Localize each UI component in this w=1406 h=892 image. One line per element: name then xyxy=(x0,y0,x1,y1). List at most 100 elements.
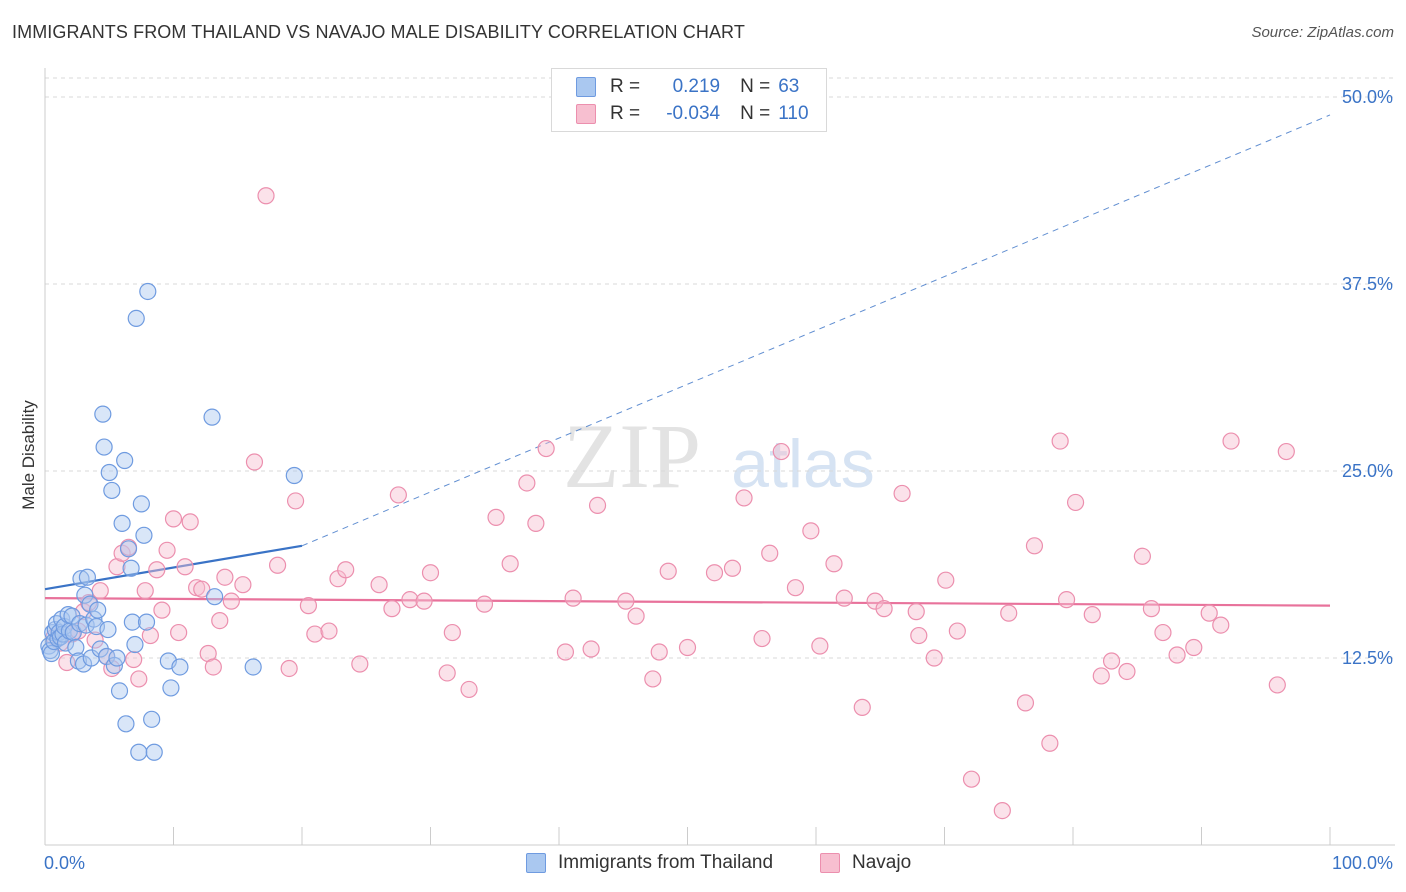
point-thailand xyxy=(126,635,144,654)
point-navajo xyxy=(772,442,790,461)
point-navajo xyxy=(617,592,635,610)
point-navajo xyxy=(501,555,519,573)
point-navajo xyxy=(1041,734,1059,752)
point-navajo xyxy=(216,568,234,586)
point-thailand xyxy=(244,658,262,676)
point-navajo xyxy=(211,611,229,630)
point-thailand xyxy=(89,601,107,619)
point-navajo xyxy=(659,562,677,580)
point-navajo xyxy=(1268,676,1286,694)
point-navajo xyxy=(811,637,829,655)
point-navajo xyxy=(438,664,456,682)
point-navajo xyxy=(475,595,494,613)
point-navajo xyxy=(337,561,355,579)
trendline-navajo xyxy=(44,597,1331,607)
point-thailand xyxy=(100,463,118,482)
point-thailand xyxy=(94,405,112,423)
point-navajo xyxy=(204,658,222,676)
point-navajo xyxy=(582,640,600,658)
point-navajo xyxy=(556,643,575,661)
point-navajo xyxy=(993,801,1011,820)
point-navajo xyxy=(1000,604,1018,622)
point-thailand xyxy=(122,559,140,577)
point-navajo xyxy=(527,514,545,532)
point-navajo xyxy=(86,631,104,649)
point-thailand xyxy=(285,466,303,485)
series-legend-thailand[interactable]: Immigrants from Thailand xyxy=(526,852,773,874)
point-navajo xyxy=(644,670,662,688)
point-navajo xyxy=(678,638,697,657)
point-thailand xyxy=(137,613,156,631)
legend-row-thailand: R = 0.219 N = 63 xyxy=(576,75,799,99)
chart-title: IMMIGRANTS FROM THAILAND VS NAVAJO MALE … xyxy=(12,22,745,42)
point-navajo xyxy=(1066,493,1085,512)
point-thailand xyxy=(139,282,157,301)
series-label-navajo: Navajo xyxy=(852,852,912,873)
point-navajo xyxy=(1277,442,1295,461)
point-navajo xyxy=(141,626,159,645)
point-navajo xyxy=(907,603,925,621)
point-navajo xyxy=(564,589,582,607)
point-navajo xyxy=(153,601,171,619)
point-navajo xyxy=(181,513,199,531)
point-navajo xyxy=(401,591,419,609)
point-navajo xyxy=(234,576,252,594)
watermark-zip: ZIP xyxy=(563,405,701,507)
point-navajo xyxy=(193,580,211,598)
point-thailand xyxy=(171,658,189,676)
point-navajo xyxy=(257,187,275,205)
point-navajo xyxy=(925,649,943,667)
point-navajo xyxy=(351,655,369,673)
point-navajo xyxy=(421,564,440,582)
point-navajo xyxy=(170,623,188,642)
point-navajo xyxy=(735,489,753,507)
point-navajo xyxy=(588,496,607,515)
point-navajo xyxy=(835,589,853,607)
point-navajo xyxy=(148,561,166,579)
point-navajo xyxy=(937,571,955,589)
point-thailand xyxy=(69,652,88,670)
y-tick-label: 37.5% xyxy=(1342,274,1393,294)
y-axis-label: Male Disability xyxy=(19,400,38,510)
point-navajo xyxy=(875,600,893,618)
series-legend: Immigrants from Thailand Navajo xyxy=(0,852,1406,878)
point-navajo xyxy=(825,555,843,573)
series-label-thailand: Immigrants from Thailand xyxy=(558,852,774,873)
point-navajo xyxy=(753,629,771,648)
series-swatch-navajo xyxy=(820,853,840,873)
point-navajo xyxy=(268,556,287,574)
point-navajo xyxy=(650,643,668,661)
point-navajo xyxy=(910,626,928,645)
legend-r-value: 0.219 xyxy=(672,76,721,97)
legend-r-label: R = xyxy=(610,103,641,124)
point-navajo xyxy=(1092,667,1110,685)
point-navajo xyxy=(443,623,461,642)
point-thailand xyxy=(145,743,163,761)
point-thailand xyxy=(119,540,138,558)
point-navajo xyxy=(91,582,109,600)
point-thailand xyxy=(123,613,141,631)
point-navajo xyxy=(158,541,176,559)
point-navajo xyxy=(136,582,154,600)
point-thailand xyxy=(110,682,129,700)
point-navajo xyxy=(415,592,433,610)
point-navajo xyxy=(176,558,194,576)
legend-n-label: N = xyxy=(740,103,771,124)
point-thailand xyxy=(132,495,150,513)
point-navajo xyxy=(962,770,981,788)
point-thailand xyxy=(72,570,90,588)
point-thailand xyxy=(135,526,153,544)
trendline-thailand-extension xyxy=(301,114,1331,547)
series-legend-navajo[interactable]: Navajo xyxy=(820,852,911,874)
point-navajo xyxy=(1025,537,1044,555)
legend-row-navajo: R = -0.034 N = 110 xyxy=(576,102,809,126)
point-navajo xyxy=(1212,616,1230,634)
point-navajo xyxy=(164,510,183,528)
point-navajo xyxy=(1154,623,1172,642)
point-navajo xyxy=(948,622,966,640)
point-thailand xyxy=(95,438,113,456)
point-navajo xyxy=(802,522,820,540)
point-navajo xyxy=(245,453,264,471)
point-navajo xyxy=(1200,604,1218,622)
point-navajo xyxy=(1185,638,1203,657)
